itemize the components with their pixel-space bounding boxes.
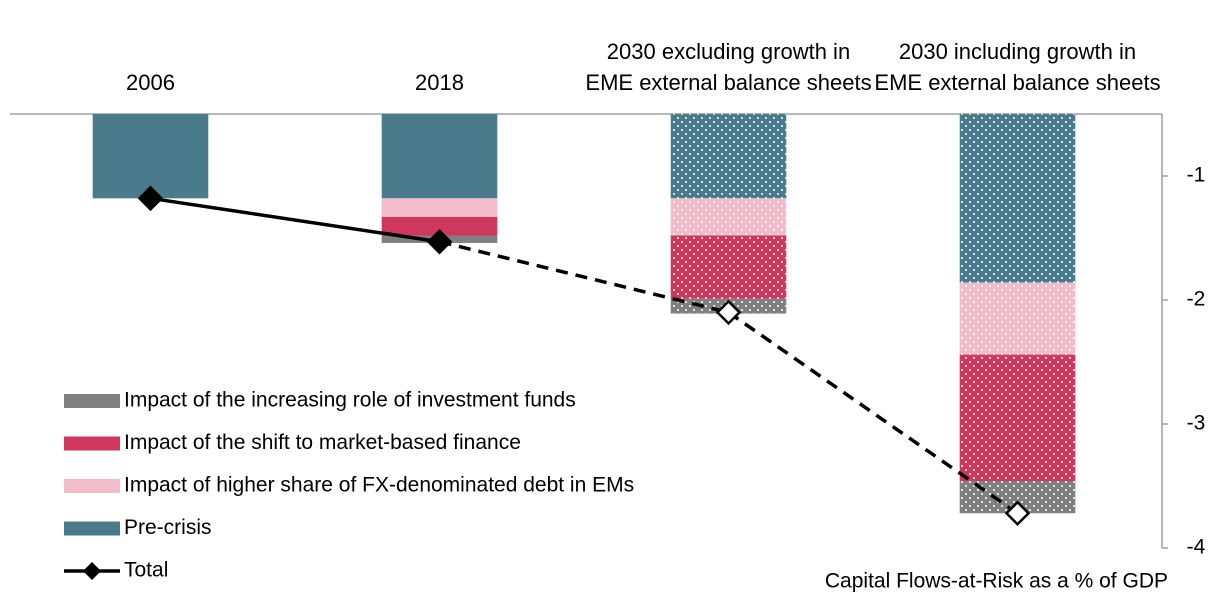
- total-line: [439, 240, 729, 315]
- legend-label: Total: [124, 559, 168, 582]
- legend-label: Impact of the shift to market-based fina…: [124, 431, 521, 454]
- bar-segment: [381, 198, 498, 217]
- bar-pattern: [959, 282, 1076, 355]
- x-category: 2006: [126, 70, 175, 95]
- bar-segment: [381, 216, 498, 236]
- bar-pattern: [670, 198, 787, 236]
- legend-swatch: [64, 436, 120, 451]
- y-tick-label: -4: [1187, 536, 1206, 559]
- x-tick-label: 2030 excluding growth in EME external ba…: [585, 39, 872, 95]
- total-marker: [426, 228, 453, 255]
- axis-label: Capital Flows-at-Risk as a % of GDP: [825, 570, 1168, 593]
- legend-swatch: [64, 521, 120, 536]
- bar-pattern: [670, 235, 787, 299]
- y-tick-label: -3: [1187, 412, 1206, 435]
- bar-segment: [92, 114, 209, 199]
- total-marker: [1004, 500, 1031, 527]
- legend-label: Impact of the increasing role of investm…: [124, 389, 576, 412]
- y-tick-label: -1: [1187, 164, 1206, 187]
- total-marker: [137, 185, 164, 212]
- legend-label: Pre-crisis: [124, 516, 212, 539]
- x-category: 2030 including growth in EME external ba…: [874, 39, 1161, 95]
- legend-label: Impact of higher share of FX-denominated…: [124, 474, 634, 497]
- x-tick-label: 2006: [126, 70, 175, 95]
- legend-swatch: [64, 479, 120, 493]
- legend-swatch: [64, 394, 120, 408]
- x-category: 2018: [415, 70, 464, 95]
- x-category: 2030 excluding growth in EME external ba…: [585, 39, 872, 95]
- bar-segment: [381, 114, 498, 199]
- x-tick-label: 2018: [415, 70, 464, 95]
- x-tick-label: 2030 including growth in EME external ba…: [874, 39, 1161, 95]
- total-marker: [715, 299, 742, 326]
- bar-pattern: [670, 114, 787, 199]
- y-tick-label: -2: [1187, 288, 1206, 311]
- total-line: [150, 196, 440, 244]
- bar-pattern: [959, 114, 1076, 283]
- bar-pattern: [959, 354, 1076, 482]
- legend-marker: [83, 562, 101, 580]
